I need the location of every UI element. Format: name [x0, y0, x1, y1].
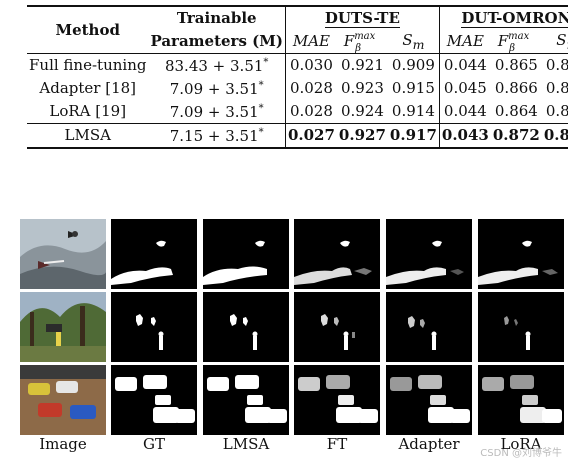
- row-value: 0.028: [284, 100, 337, 124]
- adapter-mask-row1: [386, 219, 472, 289]
- caption-lora: LoRA: [500, 435, 542, 453]
- col-sm-1: Sm: [402, 30, 425, 52]
- ft-mask-row2: [294, 292, 380, 362]
- caption-ft: FT: [326, 435, 348, 453]
- adapter-mask-row2: [386, 292, 472, 362]
- lora-mask-row1: [478, 219, 564, 289]
- row-value: 0.044: [438, 100, 491, 124]
- row-method: LoRA [19]: [49, 102, 127, 121]
- ft-mask-row3: [294, 365, 380, 435]
- caption-image: Image: [39, 435, 87, 453]
- row-value: 0.917: [389, 126, 437, 145]
- params-header-line2: Parameters (M): [150, 32, 283, 51]
- row-value: 0.028: [284, 77, 337, 100]
- lmsa-mask-row2: [203, 292, 289, 362]
- table-row: LoRA [19] 7.09 + 3.51* 0.028 0.924 0.914…: [27, 100, 568, 124]
- gt-mask-row1: [111, 219, 197, 289]
- watermark: CSDN @刘博爷牛: [480, 448, 562, 459]
- row-method: Adapter [18]: [39, 79, 137, 98]
- lmsa-mask-row1: [203, 219, 289, 289]
- adapter-mask-row3: [386, 365, 472, 435]
- row-value: 0.914: [391, 102, 435, 121]
- table-header-row-1: Method Trainable DUTS-TE DUT-OMRON: [27, 6, 568, 38]
- input-image-row2: [20, 292, 106, 362]
- row-value: 0.871: [545, 79, 568, 98]
- caption-gt: GT: [143, 435, 165, 453]
- dataset-header-duts-te: DUTS-TE: [284, 6, 440, 30]
- table-row-best: LMSA 7.15 + 3.51* 0.027 0.927 0.917 0.04…: [27, 123, 568, 148]
- params-header-line1: Trainable: [176, 9, 257, 28]
- row-value: 0.865: [494, 56, 538, 75]
- table-row: Adapter [18] 7.09 + 3.51* 0.028 0.923 0.…: [27, 77, 568, 100]
- row-value: 0.927: [338, 126, 386, 145]
- lora-mask-row3: [478, 365, 564, 435]
- col-fmax-1: Fmaxβ: [343, 31, 376, 55]
- input-image-row1: [20, 219, 106, 289]
- row-value: 0.915: [391, 79, 435, 98]
- results-table: Method Trainable DUTS-TE DUT-OMRON Param…: [27, 5, 568, 149]
- row-value: 0.923: [340, 79, 384, 98]
- gt-mask-row3: [111, 365, 197, 435]
- input-image-row3: [20, 365, 106, 435]
- table-header-row-2: Parameters (M) MAE Fmaxβ Sm MAE Fmaxβ Sm: [27, 30, 568, 54]
- gt-mask-row2: [111, 292, 197, 362]
- row-method: LMSA: [64, 126, 111, 145]
- row-value: 0.030: [284, 53, 337, 77]
- row-value: 0.874: [543, 126, 568, 145]
- row-value: 0.044: [438, 53, 491, 77]
- row-params: 83.43 + 3.51*: [164, 56, 269, 75]
- table-row: Full fine-tuning 83.43 + 3.51* 0.030 0.9…: [27, 53, 568, 77]
- lmsa-mask-row3: [203, 365, 289, 435]
- row-value: 0.027: [284, 123, 337, 148]
- col-mae-1: MAE: [284, 30, 337, 54]
- caption-adapter: Adapter: [398, 435, 460, 453]
- col-sm-2: Sm: [556, 30, 568, 51]
- caption-lmsa: LMSA: [222, 435, 270, 453]
- row-value: 0.043: [438, 123, 491, 148]
- col-fmax-2: Fmaxβ: [497, 31, 530, 55]
- row-value: 0.866: [494, 79, 538, 98]
- ft-mask-row1: [294, 219, 380, 289]
- row-params: 7.15 + 3.51*: [169, 126, 264, 145]
- row-params: 7.09 + 3.51*: [169, 79, 264, 98]
- row-value: 0.045: [438, 77, 491, 100]
- lora-mask-row2: [478, 292, 564, 362]
- row-value: 0.909: [391, 56, 435, 75]
- row-value: 0.872: [492, 126, 540, 145]
- col-mae-2: MAE: [438, 30, 491, 54]
- dataset-header-dut-omron: DUT-OMRON: [438, 6, 568, 30]
- row-value: 0.921: [340, 56, 384, 75]
- row-method: Full fine-tuning: [29, 56, 147, 75]
- row-params: 7.09 + 3.51*: [169, 102, 264, 121]
- row-value: 0.924: [340, 102, 384, 121]
- method-header: Method: [55, 20, 120, 39]
- row-value: 0.864: [494, 102, 538, 121]
- row-value: 0.869: [545, 56, 568, 75]
- row-value: 0.872: [545, 102, 568, 121]
